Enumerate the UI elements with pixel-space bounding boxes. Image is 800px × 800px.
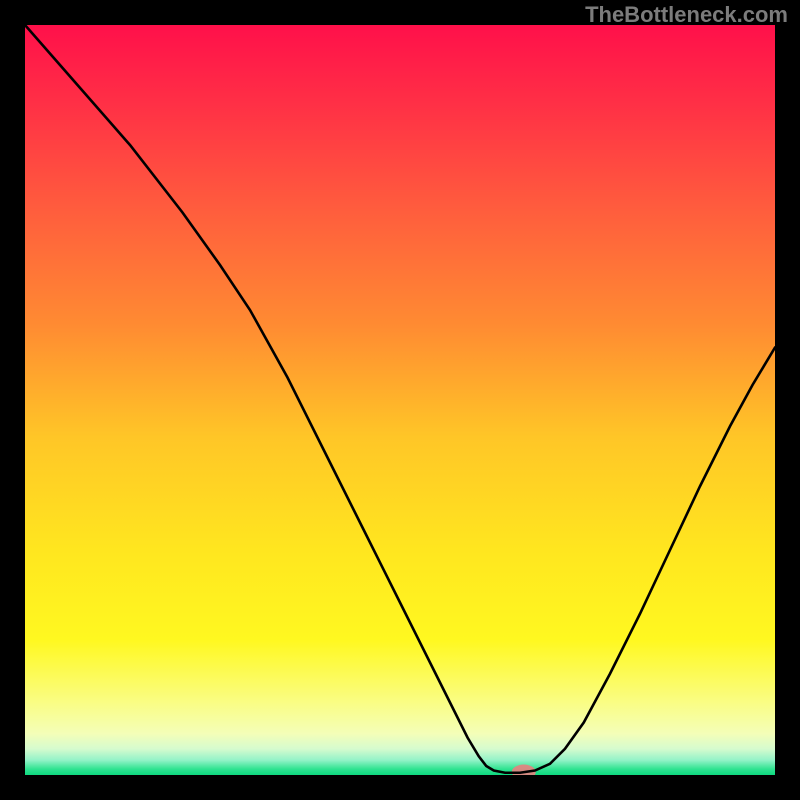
watermark-text: TheBottleneck.com: [585, 2, 788, 28]
bottleneck-chart: [25, 25, 775, 775]
chart-background: [25, 25, 775, 775]
chart-frame: TheBottleneck.com: [0, 0, 800, 800]
